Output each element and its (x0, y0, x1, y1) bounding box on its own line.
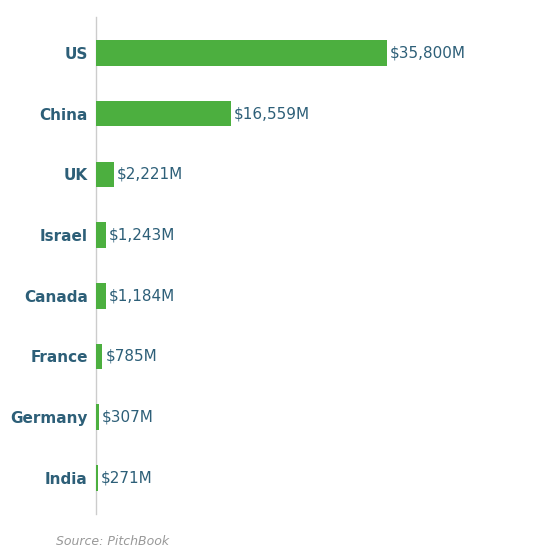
Bar (96, 344, 103, 369)
Bar (96, 404, 99, 430)
Text: Source: PitchBook: Source: PitchBook (56, 535, 169, 547)
Text: $307M: $307M (101, 410, 153, 425)
Text: $35,800M: $35,800M (390, 45, 466, 60)
Bar (96, 465, 98, 491)
Bar (96, 222, 106, 248)
Bar (96, 161, 114, 187)
Text: $16,559M: $16,559M (233, 106, 310, 121)
Text: $1,243M: $1,243M (109, 228, 176, 243)
Bar (96, 283, 106, 309)
Bar (96, 40, 387, 66)
Text: $785M: $785M (105, 349, 157, 364)
Text: $1,184M: $1,184M (108, 288, 175, 303)
Bar (96, 101, 231, 127)
Text: $271M: $271M (101, 471, 153, 486)
Text: $2,221M: $2,221M (117, 167, 183, 182)
